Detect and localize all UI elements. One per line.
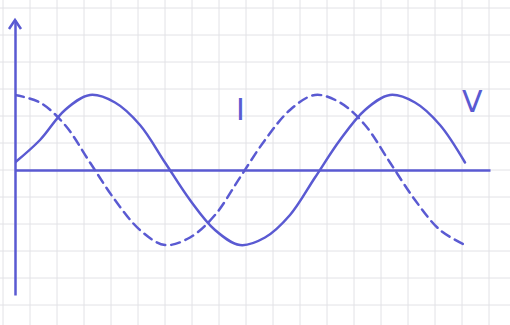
paper-line: [0, 62, 510, 63]
paper-line: [381, 0, 382, 325]
paper-line: [408, 0, 409, 325]
y-axis-line: [14, 21, 17, 296]
paper-line: [354, 0, 355, 325]
paper-line: [3, 0, 4, 325]
paper-line: [246, 0, 247, 325]
paper-line: [138, 0, 139, 325]
paper-line: [84, 0, 85, 325]
paper-line: [0, 278, 510, 279]
paper-line: [489, 0, 490, 325]
paper-line: [192, 0, 193, 325]
series-label: V: [462, 84, 483, 119]
paper-line: [0, 251, 510, 252]
paper-line: [0, 8, 510, 9]
paper-line: [0, 197, 510, 198]
paper-grid: [0, 0, 510, 325]
paper-line: [0, 170, 510, 171]
y-axis-arrow: [9, 20, 21, 29]
paper-line: [111, 0, 112, 325]
paper-line: [0, 35, 510, 36]
x-axis-line: [16, 169, 491, 172]
paper-line: [0, 89, 510, 90]
paper-line: [435, 0, 436, 325]
x-axis: [16, 170, 491, 171]
paper-line: [273, 0, 274, 325]
series-label: I: [236, 92, 245, 127]
paper-line: [219, 0, 220, 325]
paper-line: [300, 0, 301, 325]
paper-line: [462, 0, 463, 325]
paper-line: [30, 0, 31, 325]
paper-line: [57, 0, 58, 325]
y-axis: [15, 21, 16, 296]
chart: VI: [0, 0, 510, 325]
paper-line: [0, 305, 510, 306]
paper-line: [327, 0, 328, 325]
